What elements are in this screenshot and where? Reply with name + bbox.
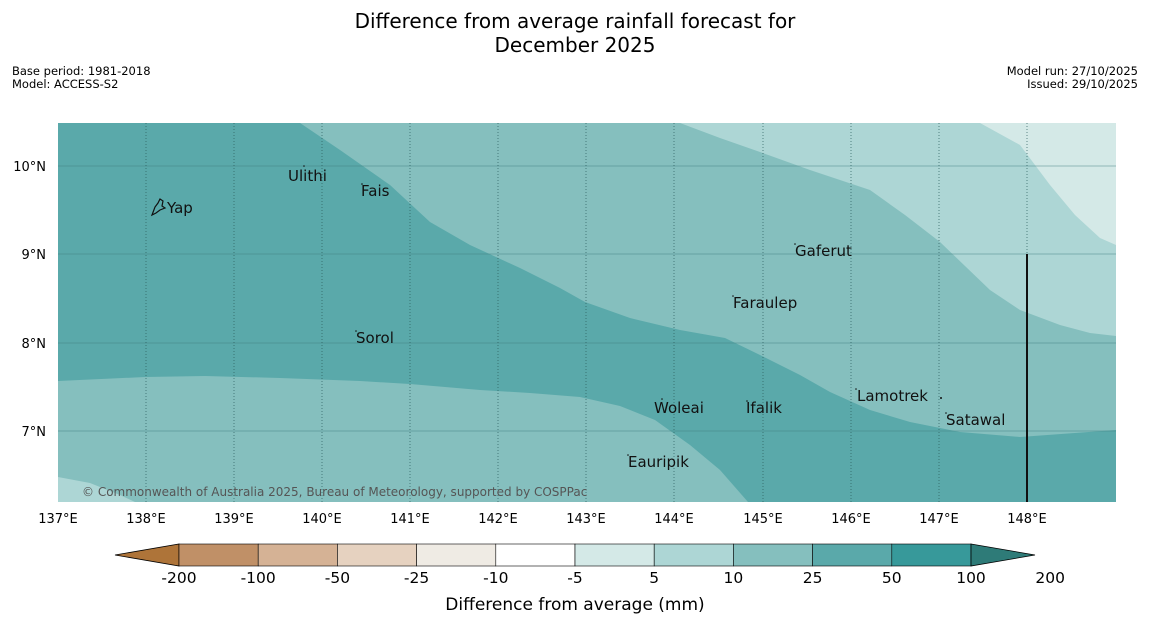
- colorbar-cell: [495, 543, 576, 567]
- island-dots: [303, 165, 947, 456]
- title-line-2: December 2025: [494, 33, 656, 57]
- colorbar-tick-label: -200: [161, 569, 196, 587]
- colorbar-label: Difference from average (mm): [445, 595, 704, 615]
- map-title: Difference from average rainfall forecas…: [0, 9, 1150, 57]
- colorbar-tick-label: 100: [956, 569, 986, 587]
- lon-label-143e: 143°E: [566, 512, 606, 527]
- lon-label-137e: 137°E: [38, 512, 78, 527]
- place-lamotrek: Lamotrek: [857, 387, 928, 405]
- lon-label-139e: 139°E: [214, 512, 254, 527]
- colorbar-cell: [178, 543, 259, 567]
- place-satawal: Satawal: [946, 411, 1005, 429]
- region-10mm-north: [980, 123, 1116, 245]
- place-ifalik: Ifalik: [746, 399, 782, 417]
- colorbar-tick-label: 10: [724, 569, 744, 587]
- colorbar-left-extend: [114, 543, 180, 567]
- lon-label-142e: 142°E: [478, 512, 518, 527]
- colorbar-cell: [653, 543, 734, 567]
- colorbar-cell: [337, 543, 417, 567]
- title-line-1: Difference from average rainfall forecas…: [354, 9, 796, 33]
- lon-label-141e: 141°E: [390, 512, 430, 527]
- lon-label-147e: 147°E: [919, 512, 959, 527]
- region-25mm-north: [680, 123, 1116, 336]
- rainfall-map: [58, 123, 1116, 502]
- colorbar-cell: [733, 543, 813, 567]
- colorbar-ticks: -200 -100 -50 -25 -10 -5 5 10 25 50 100 200: [161, 569, 1065, 587]
- lon-label-146e: 146°E: [831, 512, 871, 527]
- place-eauripik: Eauripik: [628, 453, 689, 471]
- colorbar: -200 -100 -50 -25 -10 -5 5 10 25 50 100 200 Differe…: [114, 543, 1065, 615]
- metadata-left: Base period: 1981-2018 Model: ACCESS-S2: [12, 65, 151, 91]
- colorbar-right-extend: [970, 543, 1036, 567]
- lat-label-7n: 7°N: [22, 425, 47, 440]
- yap-island-outline: [150, 198, 167, 217]
- metadata-right: Model run: 27/10/2025 Issued: 29/10/2025: [1007, 65, 1138, 91]
- colorbar-cell: [574, 543, 655, 567]
- place-yap: Yap: [166, 199, 193, 217]
- lon-label-148e: 148°E: [1007, 512, 1047, 527]
- place-fais: Fais: [361, 182, 390, 200]
- lat-label-10n: 10°N: [13, 160, 46, 175]
- place-gaferut: Gaferut: [795, 242, 852, 260]
- colorbar-tick-label: 5: [649, 569, 659, 587]
- lon-label-138e: 138°E: [126, 512, 166, 527]
- place-ulithi: Ulithi: [288, 167, 327, 185]
- lon-gridlines: [145, 123, 1028, 502]
- colorbar-cell: [891, 543, 972, 567]
- colorbar-tick-label: 50: [882, 569, 902, 587]
- colorbar-cell: [257, 543, 338, 567]
- colorbar-tick-label: -50: [325, 569, 350, 587]
- colorbar-tick-label: 200: [1035, 569, 1065, 587]
- model-run: Model run: 27/10/2025: [1006, 64, 1138, 78]
- lon-label-145e: 145°E: [743, 512, 783, 527]
- lon-label-140e: 140°E: [302, 512, 342, 527]
- place-woleai: Woleai: [654, 399, 704, 417]
- lon-label-144e: 144°E: [654, 512, 694, 527]
- colorbar-cell: [812, 543, 893, 567]
- place-sorol: Sorol: [356, 329, 394, 347]
- colorbar-tick-label: -100: [241, 569, 276, 587]
- colorbar-tick-label: -25: [404, 569, 429, 587]
- colorbar-tick-label: -10: [483, 569, 508, 587]
- copyright-notice: © Commonwealth of Australia 2025, Bureau…: [82, 485, 587, 499]
- colorbar-tick-label: 25: [803, 569, 823, 587]
- colorbar-cell: [416, 543, 497, 567]
- base-period: Base period: 1981-2018: [12, 64, 151, 78]
- lat-label-9n: 9°N: [22, 248, 47, 263]
- colorbar-tick-label: -5: [567, 569, 582, 587]
- region-25mm-south: [58, 477, 135, 502]
- issued-date: Issued: 29/10/2025: [1027, 77, 1138, 91]
- place-faraulep: Faraulep: [733, 294, 797, 312]
- colorbar-cells: [178, 543, 972, 567]
- region-50mm-south: [58, 376, 748, 502]
- model-name: Model: ACCESS-S2: [12, 77, 119, 91]
- lat-label-8n: 8°N: [22, 337, 47, 352]
